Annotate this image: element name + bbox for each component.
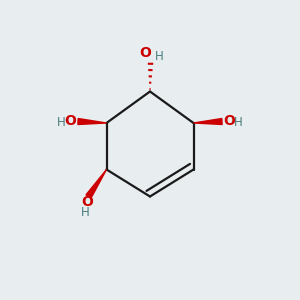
Polygon shape (86, 169, 106, 198)
Text: H: H (80, 206, 89, 220)
Polygon shape (194, 118, 222, 124)
Text: O: O (81, 196, 93, 209)
Text: O: O (139, 46, 151, 60)
Text: H: H (57, 116, 66, 130)
Polygon shape (78, 118, 106, 124)
Text: O: O (64, 114, 76, 128)
Text: H: H (155, 50, 164, 63)
Text: H: H (234, 116, 243, 130)
Text: O: O (224, 114, 236, 128)
